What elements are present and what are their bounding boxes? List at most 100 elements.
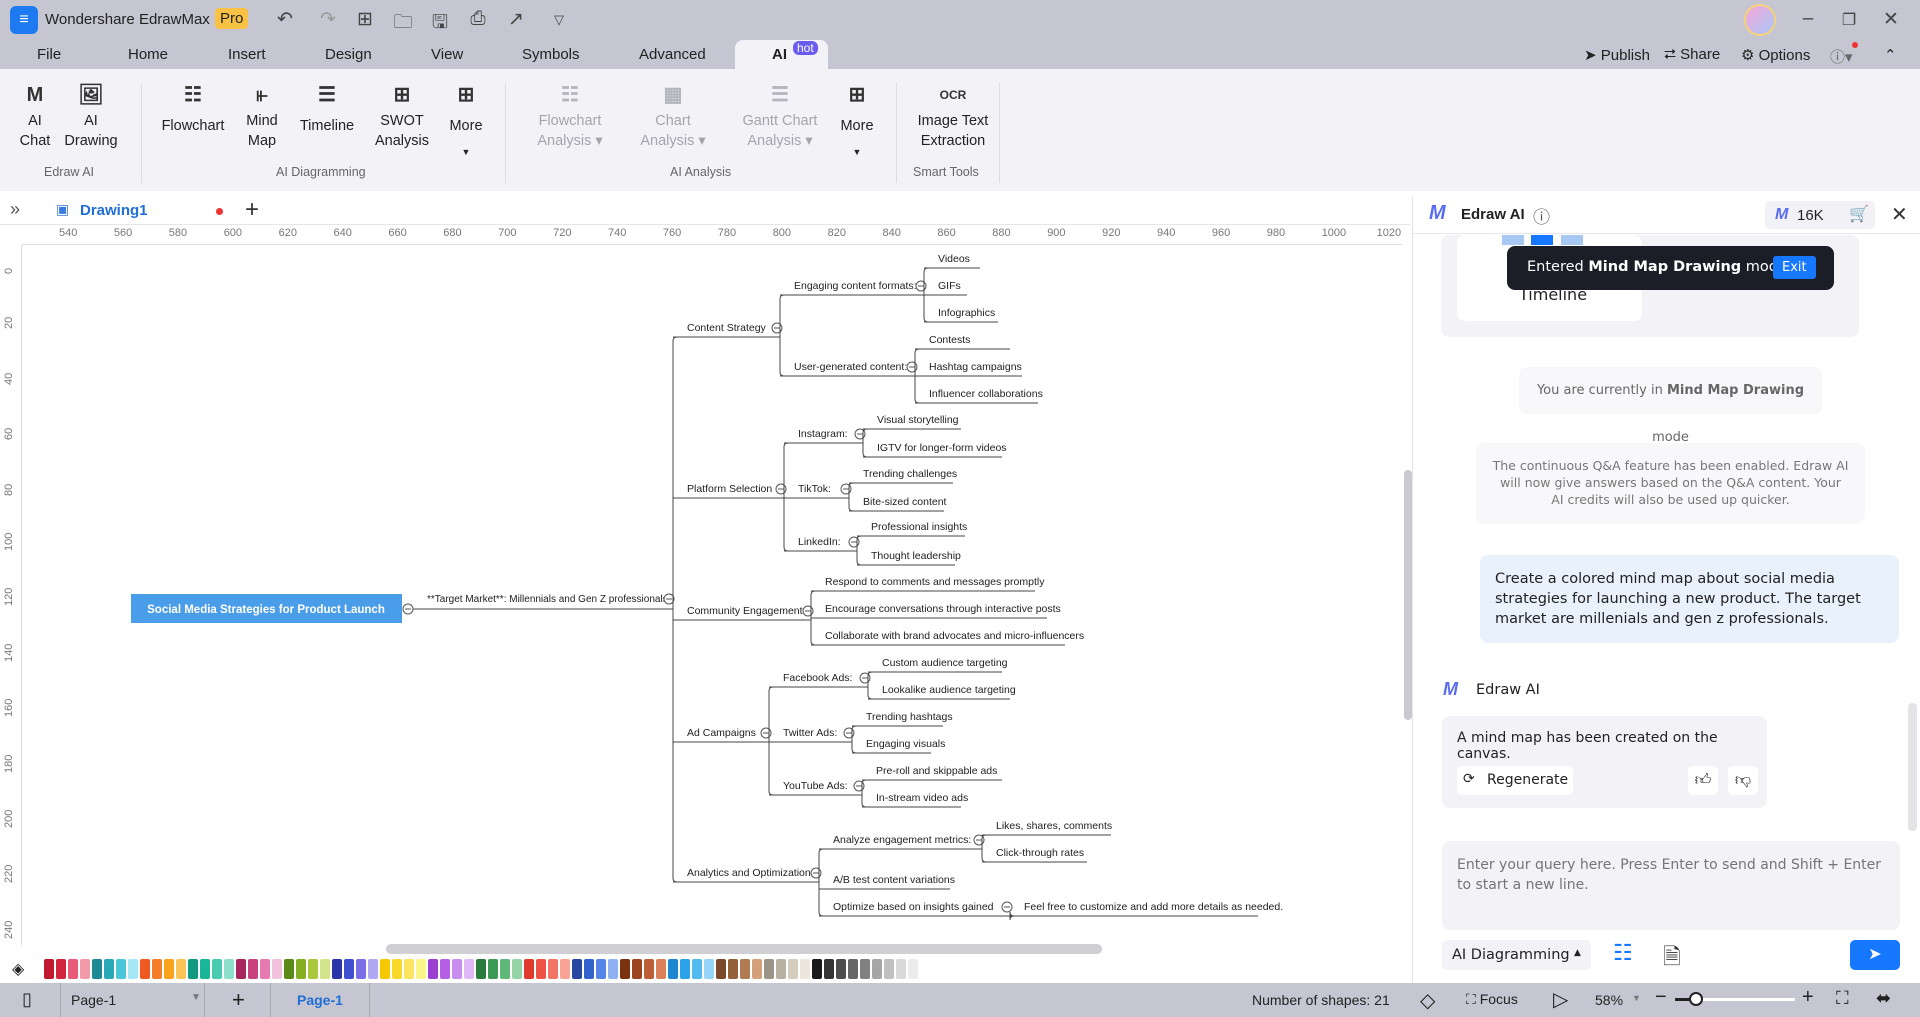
color-swatch[interactable] <box>320 959 330 979</box>
color-swatch[interactable] <box>620 959 630 979</box>
mind-map-node[interactable]: Trending challenges <box>863 468 957 480</box>
color-swatch[interactable] <box>224 959 234 979</box>
canvas-vertical-scrollbar[interactable] <box>1404 470 1412 720</box>
color-swatch[interactable] <box>308 959 318 979</box>
color-swatch[interactable] <box>476 959 486 979</box>
mind-map-node[interactable]: In-stream video ads <box>876 792 968 804</box>
thumbs-up-button[interactable]: 👍︎ <box>1688 766 1718 795</box>
color-swatch[interactable] <box>248 959 258 979</box>
mind-map-node[interactable]: Hashtag campaigns <box>929 361 1022 373</box>
mind-map-node[interactable]: User-generated content: <box>794 361 907 373</box>
mind-map-node[interactable]: Trending hashtags <box>866 711 953 723</box>
color-swatch[interactable] <box>848 959 858 979</box>
mind-map-node[interactable]: Feel free to customize and add more deta… <box>1024 901 1283 913</box>
print-icon[interactable]: ⎙ <box>470 8 486 29</box>
color-swatch[interactable] <box>368 959 378 979</box>
color-swatch[interactable] <box>752 959 762 979</box>
zoom-level[interactable]: 58% <box>1595 992 1624 1008</box>
color-swatch[interactable] <box>536 959 546 979</box>
color-swatch[interactable] <box>104 959 114 979</box>
color-swatch[interactable] <box>692 959 702 979</box>
tab-view[interactable]: View <box>431 46 464 63</box>
add-page-button[interactable]: + <box>232 987 245 1012</box>
color-swatch[interactable] <box>428 959 438 979</box>
color-swatch[interactable] <box>380 959 390 979</box>
mind-map-node[interactable]: Analyze engagement metrics: <box>833 834 971 846</box>
color-swatch[interactable] <box>92 959 102 979</box>
page-panel-icon[interactable]: ▯ <box>22 989 32 1009</box>
color-swatch[interactable] <box>188 959 198 979</box>
mind-map-node[interactable]: Engaging content formats: <box>794 280 917 292</box>
color-swatch[interactable] <box>884 959 894 979</box>
color-swatch[interactable] <box>80 959 90 979</box>
zoom-dropdown-icon[interactable]: ▼ <box>1632 993 1641 1003</box>
ai-drawing-button[interactable]: 🖼 AI Drawing <box>62 81 120 151</box>
page-select[interactable]: Page-1 ▼ <box>60 983 205 1017</box>
swot-analysis-button[interactable]: ⊞ SWOT Analysis <box>370 81 434 151</box>
fit-width-icon[interactable]: ⬌ <box>1876 988 1892 1008</box>
timeline-button[interactable]: ☰ Timeline <box>294 81 360 141</box>
mind-map-node[interactable]: Analytics and Optimization <box>687 867 811 879</box>
mind-map-node[interactable]: Videos <box>938 253 970 265</box>
color-swatch[interactable] <box>680 959 690 979</box>
mind-map-node[interactable]: Infographics <box>938 307 995 319</box>
mind-map-node[interactable]: Ad Campaigns <box>687 727 756 739</box>
color-swatch[interactable] <box>68 959 78 979</box>
undo-icon[interactable]: ↶ <box>277 9 293 30</box>
color-swatch[interactable] <box>596 959 606 979</box>
color-swatch[interactable] <box>800 959 810 979</box>
query-input[interactable] <box>1442 841 1900 930</box>
color-swatch[interactable] <box>572 959 582 979</box>
mind-map-node[interactable]: Optimize based on insights gained <box>833 901 994 913</box>
mind-map-node[interactable]: IGTV for longer-form videos <box>877 442 1007 454</box>
mind-map-node[interactable]: Contests <box>929 334 970 346</box>
color-swatch[interactable] <box>260 959 270 979</box>
color-swatch[interactable] <box>236 959 246 979</box>
color-swatch[interactable] <box>284 959 294 979</box>
layers-icon[interactable]: ◇ <box>1420 990 1436 1012</box>
minimize-icon[interactable]: – <box>1802 8 1814 29</box>
flowchart-button[interactable]: ☷ Flowchart <box>158 81 228 141</box>
color-swatch[interactable] <box>200 959 210 979</box>
credits-badge[interactable]: M 16K 🛒 <box>1765 201 1875 229</box>
color-swatch[interactable] <box>356 959 366 979</box>
mind-map-node[interactable]: Encourage conversations through interact… <box>825 603 1061 615</box>
chart-analysis-button[interactable]: ▦ Chart Analysis ▾ <box>630 81 716 151</box>
color-swatch[interactable] <box>404 959 414 979</box>
relationship-label[interactable]: **Target Market**: Millennials and Gen Z… <box>427 594 668 605</box>
mind-map-node[interactable]: LinkedIn: <box>798 536 841 548</box>
tab-symbols[interactable]: Symbols <box>522 46 580 63</box>
upload-document-icon[interactable]: 🗎 <box>1663 944 1681 969</box>
mind-map-node[interactable]: Thought leadership <box>871 550 961 562</box>
color-swatch[interactable] <box>392 959 402 979</box>
color-swatch[interactable] <box>464 959 474 979</box>
new-file-icon[interactable]: ⊞ <box>357 9 373 30</box>
mind-map-node[interactable]: Collaborate with brand advocates and mic… <box>825 630 1084 642</box>
color-swatch[interactable] <box>908 959 918 979</box>
zoom-slider-thumb[interactable] <box>1689 992 1703 1006</box>
color-swatch[interactable] <box>140 959 150 979</box>
options-button[interactable]: ⚙ Options <box>1741 47 1811 64</box>
canvas[interactable]: Social Media Strategies for Product Laun… <box>22 245 1402 945</box>
color-swatch[interactable] <box>704 959 714 979</box>
color-swatch[interactable] <box>860 959 870 979</box>
color-swatch[interactable] <box>836 959 846 979</box>
zoom-out-button[interactable]: − <box>1655 986 1667 1008</box>
document-tab[interactable]: ▣ Drawing1 <box>50 196 240 225</box>
color-swatch[interactable] <box>128 959 138 979</box>
tab-ai[interactable]: AI <box>772 46 787 63</box>
mind-map-node[interactable]: Pre-roll and skippable ads <box>876 765 997 777</box>
page-tab[interactable]: Page-1 <box>270 983 370 1017</box>
color-swatch[interactable] <box>500 959 510 979</box>
save-icon[interactable]: 🖫 <box>431 12 449 33</box>
mind-map-node[interactable]: Community Engagement <box>687 605 803 617</box>
color-swatch[interactable] <box>332 959 342 979</box>
fill-bucket-icon[interactable]: ◈ <box>12 961 25 978</box>
color-swatch[interactable] <box>812 959 822 979</box>
ai-chat-button[interactable]: M AI Chat <box>16 81 54 151</box>
publish-button[interactable]: ➤ Publish <box>1584 47 1650 64</box>
export-icon[interactable]: ↗ <box>508 9 524 30</box>
color-swatch[interactable] <box>548 959 558 979</box>
color-swatch[interactable] <box>872 959 882 979</box>
color-swatch[interactable] <box>512 959 522 979</box>
